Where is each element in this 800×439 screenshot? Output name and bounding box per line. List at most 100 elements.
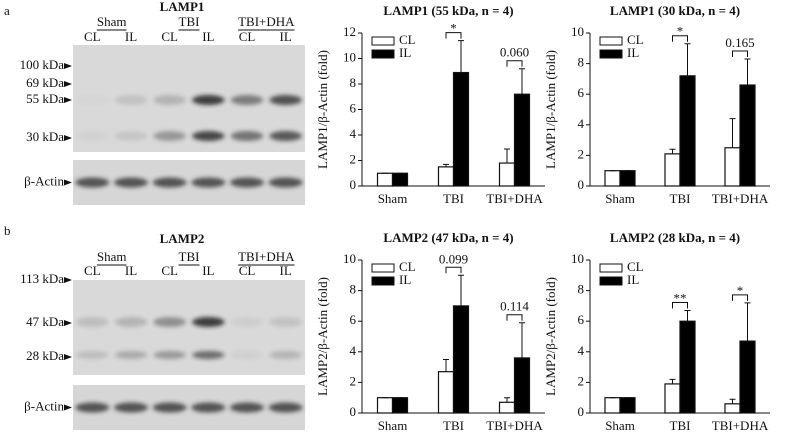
y-tick-label: 12 <box>343 24 356 39</box>
bar <box>498 401 516 414</box>
error-bar <box>684 43 691 76</box>
significance-bracket <box>506 314 523 321</box>
panel-letter: b <box>4 223 11 238</box>
legend-label: IL <box>627 272 639 287</box>
x-tick-label: TBI <box>670 191 691 206</box>
actin-band <box>229 402 265 413</box>
x-tick-label: TBI+DHA <box>486 418 543 433</box>
lane-label: CL <box>239 263 256 278</box>
y-tick-label: 4 <box>578 116 585 131</box>
y-axis-label: LAMP2/β-Actin (fold) <box>315 277 330 396</box>
bar <box>679 320 696 414</box>
blot-band <box>269 95 302 105</box>
x-tick-label: Sham <box>605 418 635 433</box>
lane-label: IL <box>125 29 137 44</box>
y-tick-label: 6 <box>578 85 585 100</box>
actin-band <box>75 402 110 413</box>
x-tick-label: Sham <box>378 418 408 433</box>
x-tick-label: TBI+DHA <box>486 191 543 206</box>
error-bar <box>519 322 525 358</box>
error-bar <box>669 148 676 154</box>
bar <box>513 93 531 187</box>
lane-label: IL <box>125 263 137 278</box>
y-tick-label: 4 <box>350 343 357 358</box>
chart-title: LAMP2 (47 kDa, n = 4) <box>383 230 513 245</box>
blot-band <box>153 95 186 105</box>
blot-band <box>269 131 302 141</box>
error-bar <box>744 58 751 86</box>
actin-band <box>152 402 187 413</box>
y-axis-label: LAMP2/β-Actin (fold) <box>543 277 558 396</box>
blot-band <box>114 317 148 327</box>
y-tick-label: 2 <box>350 373 357 388</box>
marker-label: 113 kDa <box>20 271 64 286</box>
x-tick-label: TBI <box>443 191 464 206</box>
error-bar <box>729 118 736 148</box>
legend-label: CL <box>627 32 644 47</box>
blot-band <box>230 317 264 327</box>
group-label: TBI+DHA <box>238 249 295 264</box>
marker-label: 30 kDa <box>26 129 64 144</box>
bar <box>513 357 531 414</box>
blot-band <box>192 317 225 327</box>
error-bar <box>504 397 510 403</box>
significance-bracket <box>445 32 462 39</box>
y-tick-label: 0 <box>350 177 357 192</box>
marker-label: 28 kDa <box>26 348 64 363</box>
bar <box>452 71 470 187</box>
lane-label: CL <box>161 29 178 44</box>
x-tick-label: TBI <box>443 418 464 433</box>
legend-label: CL <box>399 259 416 274</box>
significance-bracket <box>732 294 748 301</box>
group-label: TBI <box>179 249 200 264</box>
significance-bracket <box>506 60 523 67</box>
blot-band <box>269 351 302 359</box>
legend-swatch <box>371 36 395 46</box>
blot-band <box>76 317 109 327</box>
legend-swatch <box>599 263 623 273</box>
marker-arrow <box>64 63 72 69</box>
marker-label: 69 kDa <box>26 75 64 90</box>
marker-label: 100 kDa <box>20 57 65 72</box>
actin-band <box>191 177 226 188</box>
bar <box>604 397 621 414</box>
blot-band <box>192 95 225 105</box>
y-tick-label: 4 <box>350 126 357 141</box>
blot-band <box>153 351 186 359</box>
legend-swatch <box>371 49 395 59</box>
y-tick-label: 8 <box>578 55 585 70</box>
x-tick-label: TBI+DHA <box>712 191 769 206</box>
lane-label: IL <box>280 263 292 278</box>
actin-band <box>113 177 149 188</box>
bar <box>664 153 681 187</box>
blot-membrane <box>73 45 305 152</box>
bar <box>498 162 516 187</box>
bar <box>739 84 756 187</box>
blot-membrane <box>73 280 305 375</box>
blot-band <box>153 131 186 141</box>
y-tick-label: 4 <box>578 343 585 358</box>
chart-title: LAMP1 (30 kDa, n = 4) <box>610 3 740 18</box>
marker-arrow <box>64 320 72 326</box>
significance-label: 0.165 <box>725 35 754 50</box>
bar <box>391 172 409 187</box>
actin-band <box>75 177 110 188</box>
blot-band <box>76 131 109 141</box>
y-tick-label: 2 <box>350 151 357 166</box>
significance-label: 0.099 <box>439 251 468 266</box>
marker-arrow <box>64 97 72 103</box>
significance-bracket <box>732 50 748 58</box>
y-tick-label: 6 <box>350 100 357 115</box>
panel-letter: a <box>4 3 10 18</box>
marker-arrow <box>64 135 72 141</box>
bar <box>619 170 636 187</box>
blot-band <box>114 351 148 359</box>
blot-band <box>192 131 225 141</box>
lane-label: CL <box>84 29 101 44</box>
marker-arrow <box>64 354 72 360</box>
lane-label: IL <box>202 263 214 278</box>
group-label: TBI <box>179 14 200 29</box>
marker-arrow <box>64 179 72 186</box>
lane-label: CL <box>239 29 256 44</box>
